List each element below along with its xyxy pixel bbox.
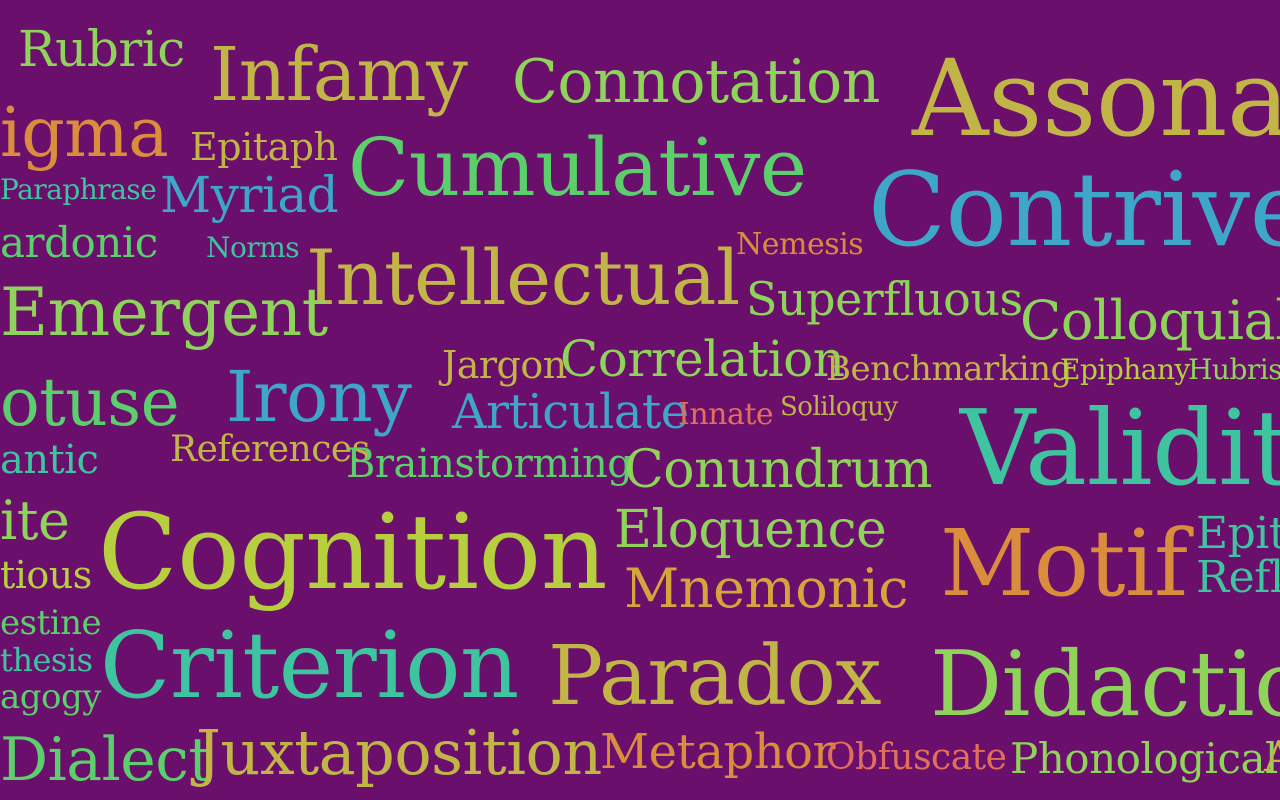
word-epitaph: Epitaph bbox=[190, 125, 338, 169]
word-otuse: otuse bbox=[0, 364, 180, 441]
word-norms: Norms bbox=[206, 231, 300, 264]
word-cognition: Cognition bbox=[98, 491, 608, 613]
word-correlation: Correlation bbox=[560, 330, 845, 388]
word-assonan: Assonan bbox=[912, 37, 1280, 160]
word-articulate: Articulate bbox=[452, 384, 689, 440]
word-eloquence: Eloquence bbox=[614, 500, 887, 560]
word-paradox: Paradox bbox=[548, 629, 882, 724]
word-motif: Motif bbox=[940, 510, 1188, 617]
word-estine: estine bbox=[0, 603, 102, 643]
word-jargon: Jargon bbox=[442, 343, 567, 387]
word-ardonic: ardonic bbox=[0, 218, 158, 267]
word-nemesis: Nemesis bbox=[736, 227, 864, 262]
word-tious: tious bbox=[0, 553, 92, 597]
word-colloquial: Colloquial bbox=[1020, 289, 1280, 352]
word-innate: Innate bbox=[678, 397, 774, 432]
word-validity: Validity bbox=[960, 387, 1280, 509]
word-mnemonic: Mnemonic bbox=[624, 557, 909, 620]
word-a: A bbox=[1264, 732, 1280, 781]
word-irony: Irony bbox=[226, 356, 412, 438]
word-soliloquy: Soliloquy bbox=[780, 392, 898, 422]
word-myriad: Myriad bbox=[160, 166, 339, 224]
word-epiphany: Epiphany bbox=[1060, 353, 1190, 386]
word-connotation: Connotation bbox=[512, 47, 880, 117]
word-juxtaposition: Juxtaposition bbox=[196, 716, 602, 789]
word-metaphor: Metaphor bbox=[600, 724, 835, 780]
word-rubric: Rubric bbox=[18, 20, 185, 78]
word-refl: Refl bbox=[1196, 552, 1280, 603]
word-benchmarking: Benchmarking bbox=[826, 349, 1072, 389]
word-ite: ite bbox=[0, 489, 70, 552]
word-obfuscate: Obfuscate bbox=[826, 737, 1007, 778]
word-antic: antic bbox=[0, 437, 99, 483]
word-dialect: Dialect bbox=[0, 725, 212, 795]
word-criterion: Criterion bbox=[100, 612, 519, 719]
word-phonological: Phonological bbox=[1010, 734, 1278, 783]
word-infamy: Infamy bbox=[210, 32, 468, 118]
word-igma: igma bbox=[0, 94, 169, 173]
word-epit: Epit bbox=[1196, 508, 1280, 559]
word-cumulative: Cumulative bbox=[348, 121, 807, 214]
word-hubris: Hubris bbox=[1188, 353, 1280, 386]
word-thesis: thesis bbox=[0, 641, 93, 679]
word-conundrum: Conundrum bbox=[624, 440, 933, 500]
word-superfluous: Superfluous bbox=[746, 272, 1023, 326]
word-didactic: Didactic bbox=[930, 632, 1280, 737]
word-contrived: Contrived bbox=[868, 151, 1280, 270]
word-emergent: Emergent bbox=[0, 274, 328, 351]
word-intellectual: Intellectual bbox=[306, 233, 740, 322]
word-paraphrase: Paraphrase bbox=[0, 173, 157, 206]
word-brainstorming: Brainstorming bbox=[346, 441, 633, 487]
word-agogy: agogy bbox=[0, 677, 101, 717]
word-references: References bbox=[170, 429, 370, 470]
